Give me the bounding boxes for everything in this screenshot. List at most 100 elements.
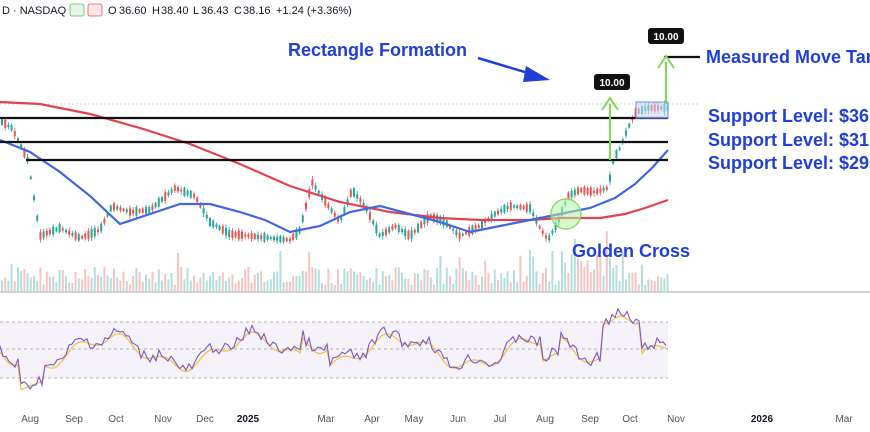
volume-bar <box>500 273 503 291</box>
x-tick-label: Oct <box>108 414 124 425</box>
volume-bar <box>39 267 42 291</box>
volume-bar <box>65 276 67 291</box>
volume-bar <box>161 280 163 291</box>
candle <box>548 233 551 243</box>
volume-bar <box>449 275 451 291</box>
candle <box>570 188 573 201</box>
volume-bar <box>605 231 608 291</box>
volume-bar <box>285 281 288 291</box>
volume-bar <box>602 275 605 291</box>
x-tick-label: Aug <box>21 414 39 425</box>
flag-icon[interactable] <box>69 3 85 17</box>
volume-bar <box>365 279 368 291</box>
candle <box>289 235 291 245</box>
candle <box>212 218 215 229</box>
candle <box>596 187 599 196</box>
volume-bar <box>1 280 3 291</box>
volume-bar <box>141 282 144 291</box>
x-tick-label: Sep <box>65 414 83 425</box>
candle <box>74 230 77 242</box>
rectangle-formation-label: Rectangle Formation <box>288 40 467 60</box>
volume-bar <box>385 276 387 291</box>
volume-bar <box>343 268 346 291</box>
volume-bar <box>657 275 659 291</box>
candle <box>260 232 263 242</box>
volume-bar <box>42 284 45 291</box>
volume-bar <box>570 254 573 291</box>
volume-bar <box>535 271 538 291</box>
candle <box>503 203 506 215</box>
volume-bar <box>631 272 634 291</box>
candle <box>314 182 317 193</box>
x-tick-label: Oct <box>622 414 638 425</box>
x-tick-label: Jun <box>450 414 466 425</box>
candle <box>58 222 61 234</box>
volume-bar <box>628 272 631 291</box>
volume-bar <box>455 268 458 291</box>
volume-bar <box>129 284 131 291</box>
candle <box>532 209 535 220</box>
volume-bar <box>154 282 157 291</box>
volume-bar <box>17 267 19 291</box>
x-tick-label: Mar <box>835 414 853 425</box>
candle <box>241 229 243 242</box>
candle <box>404 225 407 240</box>
x-tick-label: Mar <box>317 414 335 425</box>
volume-bar <box>333 284 336 291</box>
volume-bar <box>308 252 311 291</box>
volume-bar <box>113 268 115 291</box>
candle <box>228 226 231 241</box>
candle <box>55 226 58 233</box>
candle <box>439 214 442 226</box>
volume-bar <box>340 283 343 291</box>
fast-moving-average-line <box>0 138 669 234</box>
candle <box>218 224 221 231</box>
volume-bar <box>250 282 253 291</box>
candle <box>538 224 541 231</box>
candle <box>628 122 631 129</box>
volume-bar <box>327 268 330 291</box>
support-label-36: Support Level: $36 <box>708 106 869 126</box>
volume-bar <box>20 271 23 291</box>
volume-bar <box>461 268 464 291</box>
volume-bar <box>369 277 371 291</box>
candle <box>573 187 576 198</box>
volume-bar <box>180 267 183 291</box>
change-value: +1.24 (+3.36%) <box>276 5 352 17</box>
volume-bar <box>391 280 394 291</box>
volume-bar <box>388 275 391 291</box>
volume-bar <box>615 264 618 291</box>
volume-bar <box>509 282 512 291</box>
candle <box>391 223 394 232</box>
candle <box>39 229 42 243</box>
candle <box>506 202 509 213</box>
volume-bar <box>276 271 279 291</box>
volume-bar <box>116 277 119 291</box>
volume-bar <box>55 282 58 291</box>
candle <box>442 214 445 229</box>
volume-bar <box>522 281 525 291</box>
candle <box>577 186 579 196</box>
candle <box>29 175 32 181</box>
candle <box>356 191 359 202</box>
volume-bar <box>36 280 39 291</box>
x-tick-label: Apr <box>364 414 380 425</box>
volume-bar <box>257 273 259 291</box>
volume-bar <box>231 274 234 291</box>
measured-move-arrow-1 <box>601 96 619 160</box>
candle <box>471 224 474 236</box>
volume-bar <box>442 283 445 291</box>
volume-bar <box>551 251 554 291</box>
golden-cross-label: Golden Cross <box>572 241 690 261</box>
candle <box>209 216 211 228</box>
candle <box>93 225 96 239</box>
volume-bar <box>337 269 339 291</box>
volume-bars <box>1 231 669 291</box>
volume-bar <box>586 260 589 291</box>
volume-bar <box>503 278 506 291</box>
volume-bar <box>330 282 333 291</box>
volume-bar <box>33 276 35 291</box>
eye-icon[interactable] <box>87 3 103 17</box>
volume-bar <box>279 250 282 291</box>
candle <box>333 210 336 220</box>
